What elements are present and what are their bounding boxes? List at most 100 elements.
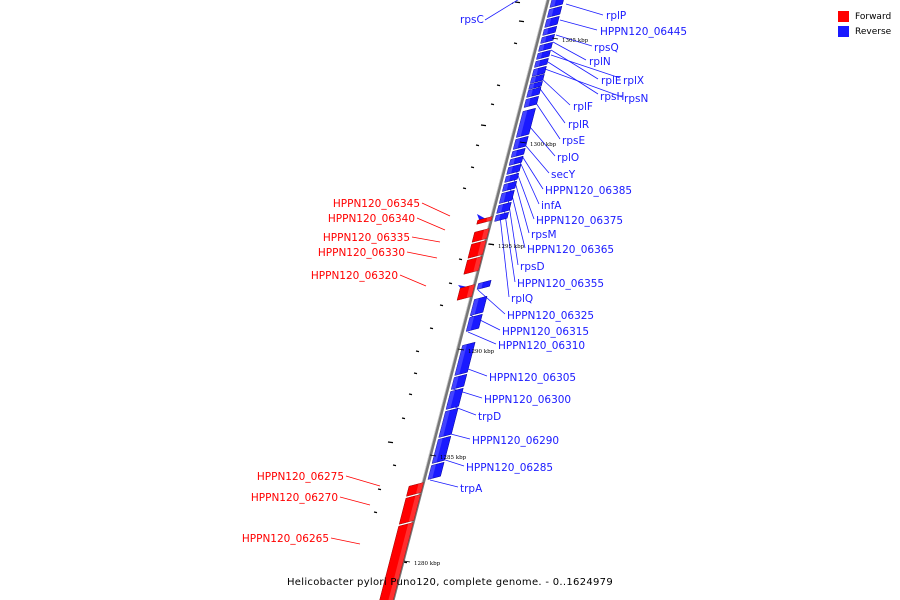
- reverse-gene-block-shade: [511, 150, 518, 158]
- legend: Forward Reverse: [838, 9, 891, 39]
- forward-gene-block: [467, 240, 487, 259]
- forward-gene-block: [406, 482, 424, 497]
- background-marker: [392, 464, 397, 467]
- forward-gene-block-shade: [473, 256, 482, 272]
- reverse-gene-block: [469, 295, 488, 316]
- forward-gene-block-shade: [466, 284, 475, 298]
- reverse-gene-block: [498, 189, 515, 204]
- reverse-gene-block: [534, 57, 549, 68]
- leader-line: [345, 475, 381, 487]
- leader-line: [550, 49, 599, 80]
- reverse-gene-block: [465, 313, 483, 332]
- background-marker: [439, 304, 444, 307]
- reverse-gene-block: [544, 15, 560, 28]
- background-marker: [496, 84, 501, 87]
- reverse-gene-block: [529, 73, 545, 84]
- legend-reverse-label: Reverse: [855, 26, 892, 37]
- reverse-gene-block-shade: [547, 8, 554, 18]
- tick-label: 1285 kbp: [440, 455, 467, 461]
- legend-forward: Forward: [838, 9, 891, 24]
- forward-gene-block: [471, 228, 490, 243]
- reverse-gene-block: [496, 201, 512, 214]
- leader-line: [515, 169, 535, 220]
- legend-forward-label: Forward: [855, 11, 892, 22]
- leader-line: [552, 41, 587, 61]
- gene-label-rpsh: rpsH: [600, 91, 624, 103]
- gene-label-hppn120_06305: HPPN120_06305: [489, 372, 576, 384]
- gene-label-secy: secY: [551, 169, 576, 181]
- tick-mark: [457, 348, 465, 351]
- gene-label-rplp: rplP: [606, 10, 626, 22]
- gene-label-rplf: rplF: [573, 101, 593, 113]
- background-marker: [480, 124, 487, 127]
- reverse-gene-block-shade: [516, 110, 528, 138]
- gene-label-rpln: rplN: [589, 56, 611, 68]
- reverse-gene-block: [438, 407, 459, 438]
- leader-line: [467, 331, 497, 345]
- forward-gene-block: [456, 284, 476, 301]
- leader-line: [499, 215, 510, 298]
- leader-line: [330, 537, 361, 545]
- legend-reverse: Reverse: [838, 24, 891, 39]
- reverse-gene-block-shade: [530, 76, 537, 84]
- reverse-gene-block-shade: [540, 36, 547, 44]
- leader-line: [513, 177, 530, 234]
- reverse-gene-block: [506, 163, 522, 175]
- gene-label-hppn120_06265: HPPN120_06265: [242, 533, 329, 545]
- reverse-gene-block: [427, 461, 445, 480]
- axis-ticks: 1305 kbp 1300 kbp 1295 kbp 1290 kbp 1285 kbp…: [403, 37, 589, 567]
- forward-gene-block-shade: [388, 522, 414, 600]
- leader-line: [525, 145, 550, 174]
- reverse-swatch: [838, 26, 849, 37]
- tick-label: 1290 kbp: [468, 349, 495, 355]
- reverse-gene-block: [454, 341, 476, 376]
- gene-label-hppn120_06365: HPPN120_06365: [527, 244, 614, 256]
- background-marker: [490, 103, 495, 106]
- background-marker: [514, 1, 521, 4]
- label-leader-lines: [330, 0, 623, 545]
- gene-label-rpse: rpsE: [562, 135, 585, 147]
- gene-label-hppn120_06285: HPPN120_06285: [466, 462, 553, 474]
- gene-label-hppn120_06345: HPPN120_06345: [333, 198, 420, 210]
- reverse-gene-block: [538, 41, 553, 52]
- reverse-gene-block-shade: [544, 18, 552, 28]
- leader-line: [477, 289, 506, 315]
- reverse-gene-block: [445, 387, 464, 410]
- reverse-gene-block-shade: [477, 282, 483, 290]
- reverse-gene-block: [501, 180, 518, 192]
- background-marker: [401, 417, 406, 420]
- gene-label-hppn120_06330: HPPN120_06330: [318, 247, 405, 259]
- leader-line: [406, 251, 438, 259]
- tick-mark: [551, 37, 559, 40]
- gene-label-rplo: rplO: [557, 152, 579, 164]
- leader-line: [484, 0, 519, 21]
- reverse-gene-block: [549, 0, 564, 8]
- forward-gene-block-shade: [477, 240, 487, 256]
- leader-line: [421, 202, 451, 217]
- leader-line: [503, 206, 516, 283]
- leader-line: [529, 126, 556, 157]
- tick-mark: [487, 243, 495, 246]
- reverse-gene-block: [494, 211, 510, 222]
- background-marker: [513, 42, 518, 45]
- background-marker: [377, 488, 382, 491]
- gene-label-hppn120_06385: HPPN120_06385: [545, 185, 632, 197]
- gene-label-rplx: rplX: [623, 75, 644, 87]
- background-marker: [415, 350, 420, 353]
- forward-gene-block-shade: [481, 228, 490, 240]
- background-marker: [462, 187, 467, 190]
- reverse-gene-block-shade: [451, 376, 459, 390]
- tick-label: 1305 kbp: [562, 38, 589, 44]
- gene-label-trpd: trpD: [478, 411, 501, 423]
- forward-gene-block-shade: [408, 494, 421, 522]
- reverse-gene-block-shade: [549, 0, 556, 8]
- tick-mark: [429, 454, 437, 457]
- reverse-gene-block: [476, 279, 492, 290]
- gene-labels: rpsC rplP HPPN120_06445 rpsQ rplN rplE rplX rps…: [242, 10, 687, 545]
- reverse-gene-block: [542, 25, 558, 36]
- reverse-gene-block-shade: [499, 192, 507, 204]
- gene-label-trpa: trpA: [460, 483, 483, 495]
- gene-label-hppn120_06375: HPPN120_06375: [536, 215, 623, 227]
- reverse-gene-block-shade: [432, 438, 443, 464]
